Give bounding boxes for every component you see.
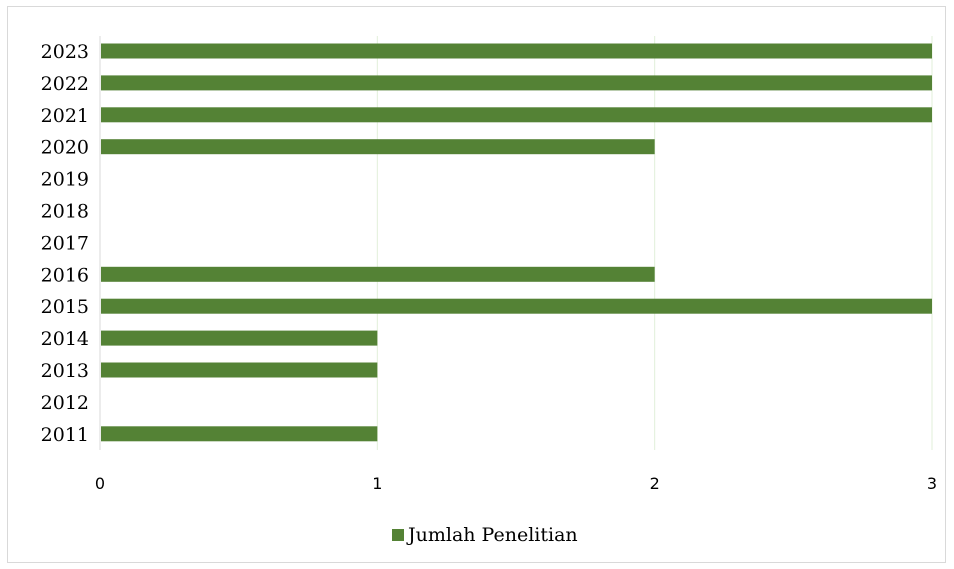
category-label: 2013 — [41, 360, 89, 382]
category-label: 2021 — [41, 105, 89, 127]
x-tick-label: 3 — [927, 474, 937, 493]
bar — [101, 330, 378, 346]
category-labels: 2023 2022 2021 2020 2019 2018 2017 2016 2015 2014… — [41, 41, 89, 446]
x-tick-label: 1 — [372, 474, 382, 493]
category-label: 2016 — [41, 264, 89, 286]
bar — [101, 362, 378, 378]
category-label: 2022 — [41, 73, 89, 95]
category-label: 2015 — [41, 296, 89, 318]
legend: Jumlah Penelitian — [392, 524, 578, 546]
bar — [101, 43, 932, 59]
category-label: 2020 — [41, 137, 89, 159]
legend-swatch — [392, 529, 404, 541]
bar — [101, 75, 932, 91]
bar — [101, 266, 655, 282]
legend-label: Jumlah Penelitian — [406, 524, 578, 546]
bar — [101, 139, 655, 155]
gridlines — [99, 36, 933, 450]
chart-frame — [7, 6, 946, 563]
x-tick-label: 0 — [95, 474, 105, 493]
bar — [101, 426, 378, 442]
x-tick-label: 2 — [650, 474, 660, 493]
category-label: 2019 — [41, 169, 89, 191]
category-label: 2012 — [41, 392, 89, 414]
category-label: 2011 — [41, 424, 89, 446]
category-label: 2017 — [41, 232, 89, 254]
bar — [101, 298, 932, 314]
x-tick-labels: 0 1 2 3 — [95, 474, 937, 493]
category-label: 2023 — [41, 41, 89, 63]
bars — [101, 43, 932, 442]
category-label: 2014 — [41, 328, 89, 350]
bar — [101, 107, 932, 123]
category-label: 2018 — [41, 201, 89, 223]
